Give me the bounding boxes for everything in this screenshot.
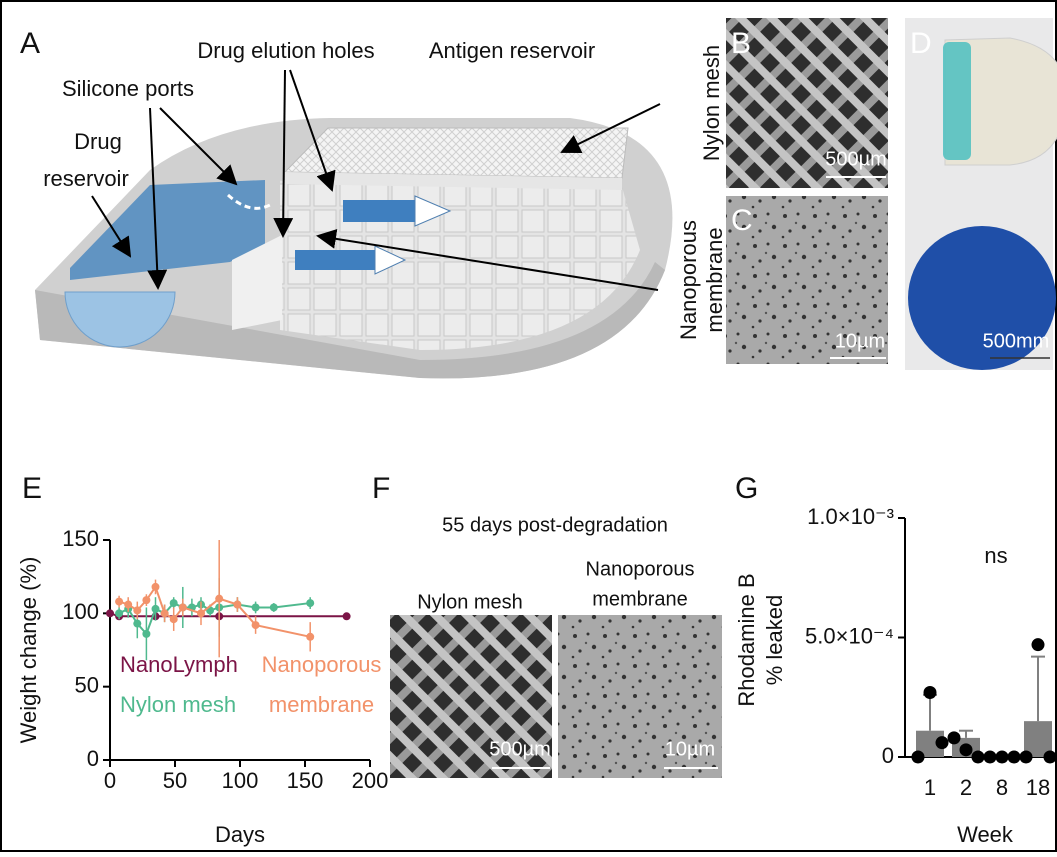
data-point	[936, 736, 949, 749]
data-point	[197, 609, 205, 617]
x-tick-label: 150	[287, 768, 324, 793]
image-label: Nanoporous	[586, 558, 695, 580]
panel-title: 55 days post-degradation	[442, 514, 668, 536]
x-tick-label: 0	[104, 768, 116, 793]
data-point	[306, 633, 314, 641]
data-point	[1032, 638, 1045, 651]
annotation: reservoir	[43, 166, 129, 191]
data-point	[924, 686, 937, 699]
data-point	[142, 596, 150, 604]
y-axis-label: % leaked	[762, 595, 787, 686]
image-label: membrane	[592, 588, 688, 610]
data-point	[270, 603, 278, 611]
side-label: membrane	[702, 227, 727, 332]
x-tick-label: 2	[960, 775, 972, 800]
y-tick-label: 100	[62, 599, 99, 624]
panel-label: E	[22, 472, 42, 505]
panel-label: D	[910, 27, 932, 60]
image-label: Nylon mesh	[417, 591, 523, 613]
data-point	[1020, 751, 1033, 764]
side-label: Nylon mesh	[699, 45, 724, 161]
x-tick-label: 8	[996, 775, 1008, 800]
x-tick-label: 50	[163, 768, 187, 793]
y-tick-label: 50	[75, 672, 99, 697]
scale-label: 10µm	[835, 330, 885, 352]
device-illustration	[35, 118, 672, 378]
page: A Drug elution holes Antigen reservoir S…	[0, 0, 1057, 852]
data-point	[142, 630, 150, 638]
data-point	[170, 599, 178, 607]
annotation: ns	[984, 543, 1007, 568]
data-point	[960, 743, 973, 756]
x-axis-label: Week	[957, 822, 1014, 847]
data-point	[170, 615, 178, 623]
data-point	[124, 601, 132, 609]
panel-label: F	[372, 472, 390, 505]
x-tick-label: 200	[352, 768, 389, 793]
data-point	[912, 751, 925, 764]
x-tick-label: 100	[222, 768, 259, 793]
y-axis-label: Weight change (%)	[16, 557, 41, 744]
data-point	[948, 731, 961, 744]
data-point	[179, 603, 187, 611]
panel-label: G	[735, 472, 758, 505]
annotation: Silicone ports	[62, 76, 194, 101]
panel-label: B	[731, 27, 751, 60]
x-tick-label: 18	[1026, 775, 1050, 800]
y-tick-label: 0	[87, 746, 99, 771]
data-point	[161, 609, 169, 617]
series-line	[110, 613, 347, 616]
data-point	[106, 609, 114, 617]
data-point	[133, 620, 141, 628]
data-point	[996, 751, 1009, 764]
data-point	[233, 601, 241, 609]
data-point	[972, 751, 985, 764]
y-axis-label: Rhodamine B	[734, 573, 759, 706]
data-point	[252, 621, 260, 629]
y-tick-label: 1.0×10⁻³	[807, 504, 894, 529]
x-axis-label: Days	[215, 822, 265, 847]
photo-device	[943, 42, 971, 160]
panel-label: C	[731, 204, 753, 237]
scale-label: 500µm	[489, 738, 551, 760]
data-point	[152, 605, 160, 613]
data-point	[252, 603, 260, 611]
data-point	[343, 612, 351, 620]
side-label: Nanoporous	[676, 220, 701, 340]
data-point	[984, 751, 997, 764]
annotation: Drug elution holes	[197, 38, 374, 63]
legend-entry: Nylon mesh	[120, 685, 260, 725]
legend-entry: Nanoporous membrane	[254, 645, 389, 725]
data-point	[306, 599, 314, 607]
series-line	[119, 603, 310, 634]
y-tick-label: 150	[62, 526, 99, 551]
annotation: Drug	[74, 129, 122, 154]
scale-label: 10µm	[665, 738, 715, 760]
scale-label: 500µm	[825, 148, 887, 170]
annotation: Antigen reservoir	[429, 38, 595, 63]
data-point	[115, 598, 123, 606]
panel-label: A	[20, 27, 40, 60]
data-point	[1008, 751, 1021, 764]
legend-entry: NanoLymph	[120, 645, 260, 685]
data-point	[115, 609, 123, 617]
scale-label: 500mm	[983, 330, 1050, 352]
data-point	[152, 583, 160, 591]
data-point	[133, 606, 141, 614]
y-tick-label: 0	[882, 743, 894, 768]
x-tick-label: 1	[924, 775, 936, 800]
data-point	[1044, 751, 1057, 764]
data-point	[215, 595, 223, 603]
y-tick-label: 5.0×10⁻⁴	[805, 623, 894, 648]
